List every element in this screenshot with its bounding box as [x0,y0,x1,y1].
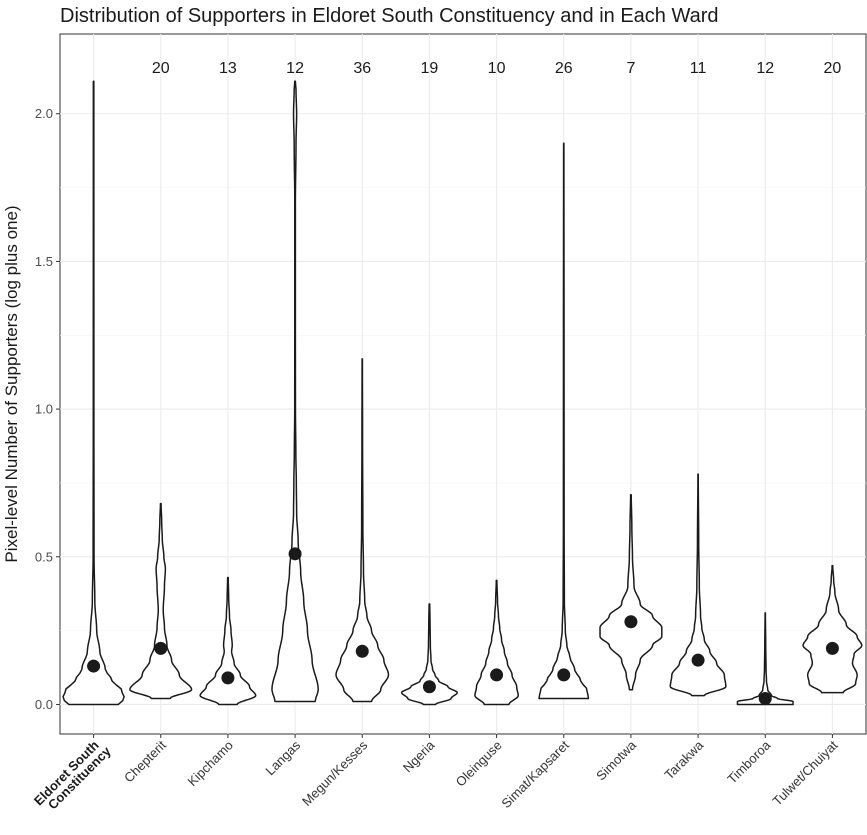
mean-point-0 [87,659,101,673]
count-label: 12 [756,60,774,77]
mean-point-5 [422,680,436,694]
mean-point-11 [825,641,839,655]
x-tick-label: Chepterit [121,737,169,785]
count-label: 36 [353,60,371,77]
x-tick-label: Timboroa [724,737,774,787]
mean-point-4 [355,644,369,658]
chart-title: Distribution of Supporters in Eldoret So… [60,5,719,27]
count-label: 26 [555,60,573,77]
violin-8 [599,494,663,691]
count-label: 13 [219,60,237,77]
violins [62,80,863,706]
violin-4 [335,358,390,703]
violin-0 [62,80,125,706]
y-axis-label: Pixel-level Number of Supporters (log pl… [2,205,21,562]
y-tick-label: 1.0 [35,402,53,417]
count-label: 20 [824,60,842,77]
violin-1 [129,502,193,700]
x-tick-label: Ngeria [400,737,438,775]
x-tick-label: Tarakwa [661,737,706,782]
plot-panel [59,33,867,735]
x-tick-label: Langas [262,737,303,778]
violin-9 [669,473,727,697]
y-tick-label: 1.5 [35,254,53,269]
violin-10 [736,612,794,706]
x-tick-label: Tulwet/Chuiyat [769,737,840,808]
violin-3 [271,80,319,703]
y-tick-label: 2.0 [35,106,53,121]
mean-point-10 [758,692,772,706]
mean-point-3 [288,547,302,561]
mean-point-2 [221,671,235,685]
y-axis-ticks: 0.0 0.5 1.0 1.5 2.0 [35,106,60,712]
count-label: 12 [286,60,304,77]
count-label: 20 [152,60,170,77]
x-tick-label: Kipchamo [185,738,236,789]
x-tick-label: Simotwa [593,737,639,783]
mean-point-9 [691,653,705,667]
x-tick-label: Megun/Kesses [299,737,371,809]
x-tick-label: Oleinguse [453,738,505,790]
mean-point-7 [557,668,571,682]
x-tick-label: Simat/Kapsaret [498,737,572,811]
count-label: 10 [488,60,506,77]
mean-point-8 [624,615,638,629]
mean-point-6 [490,668,504,682]
violin-2 [199,576,257,706]
violin-11 [802,564,863,694]
mean-point-1 [154,641,168,655]
violin-5 [400,603,458,706]
ward-counts: 20 13 12 36 19 10 26 7 11 12 20 [152,60,842,77]
violin-7 [538,142,590,700]
count-label: 19 [421,60,439,77]
violin-6 [474,579,519,706]
count-label: 11 [690,60,707,77]
y-tick-label: 0.5 [35,549,53,564]
y-tick-label: 0.0 [35,697,53,712]
count-label: 7 [626,60,635,77]
